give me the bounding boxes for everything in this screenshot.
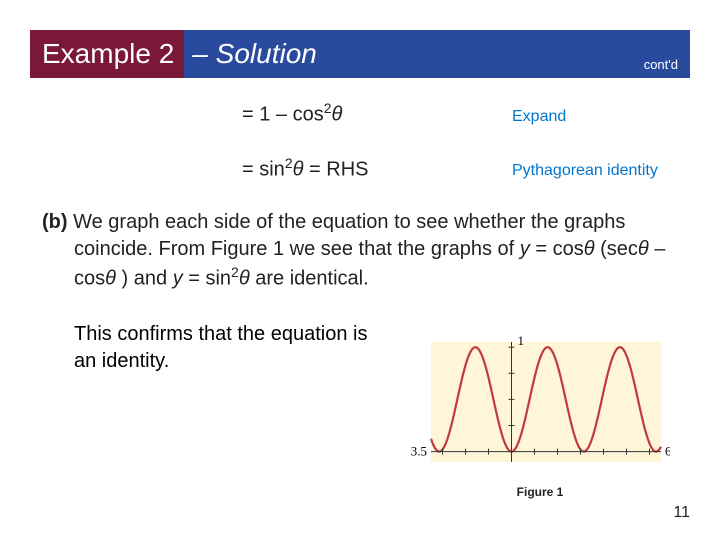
title-right-text: – Solution [184, 38, 317, 70]
equation-math: = sin2θ = RHS [242, 155, 442, 182]
figure-plot: 1 −3.5 6.5 [410, 334, 670, 474]
equation-row: = sin2θ = RHS Pythagorean identity [42, 155, 678, 182]
confirm-text: This confirms that the equation is an id… [42, 321, 372, 375]
equation-annotation: Expand [512, 108, 566, 126]
figure-caption: Figure 1 [410, 485, 670, 499]
equation-row: = 1 – cos2θ Expand [42, 100, 678, 127]
svg-text:−3.5: −3.5 [410, 444, 427, 459]
title-chip: Example 2 [30, 30, 184, 78]
equation-math: = 1 – cos2θ [242, 100, 442, 127]
title-bar: Example 2 – Solution cont'd [30, 30, 690, 78]
svg-text:6.5: 6.5 [665, 444, 670, 459]
figure-1: 1 −3.5 6.5 Figure 1 [410, 334, 670, 499]
svg-text:1: 1 [518, 334, 525, 348]
contd-label: cont'd [644, 57, 678, 72]
equation-annotation: Pythagorean identity [512, 162, 658, 180]
paragraph-b: (b) We graph each side of the equation t… [42, 209, 678, 293]
title-left-text: Example 2 [42, 38, 174, 70]
page-number: 11 [673, 504, 690, 522]
